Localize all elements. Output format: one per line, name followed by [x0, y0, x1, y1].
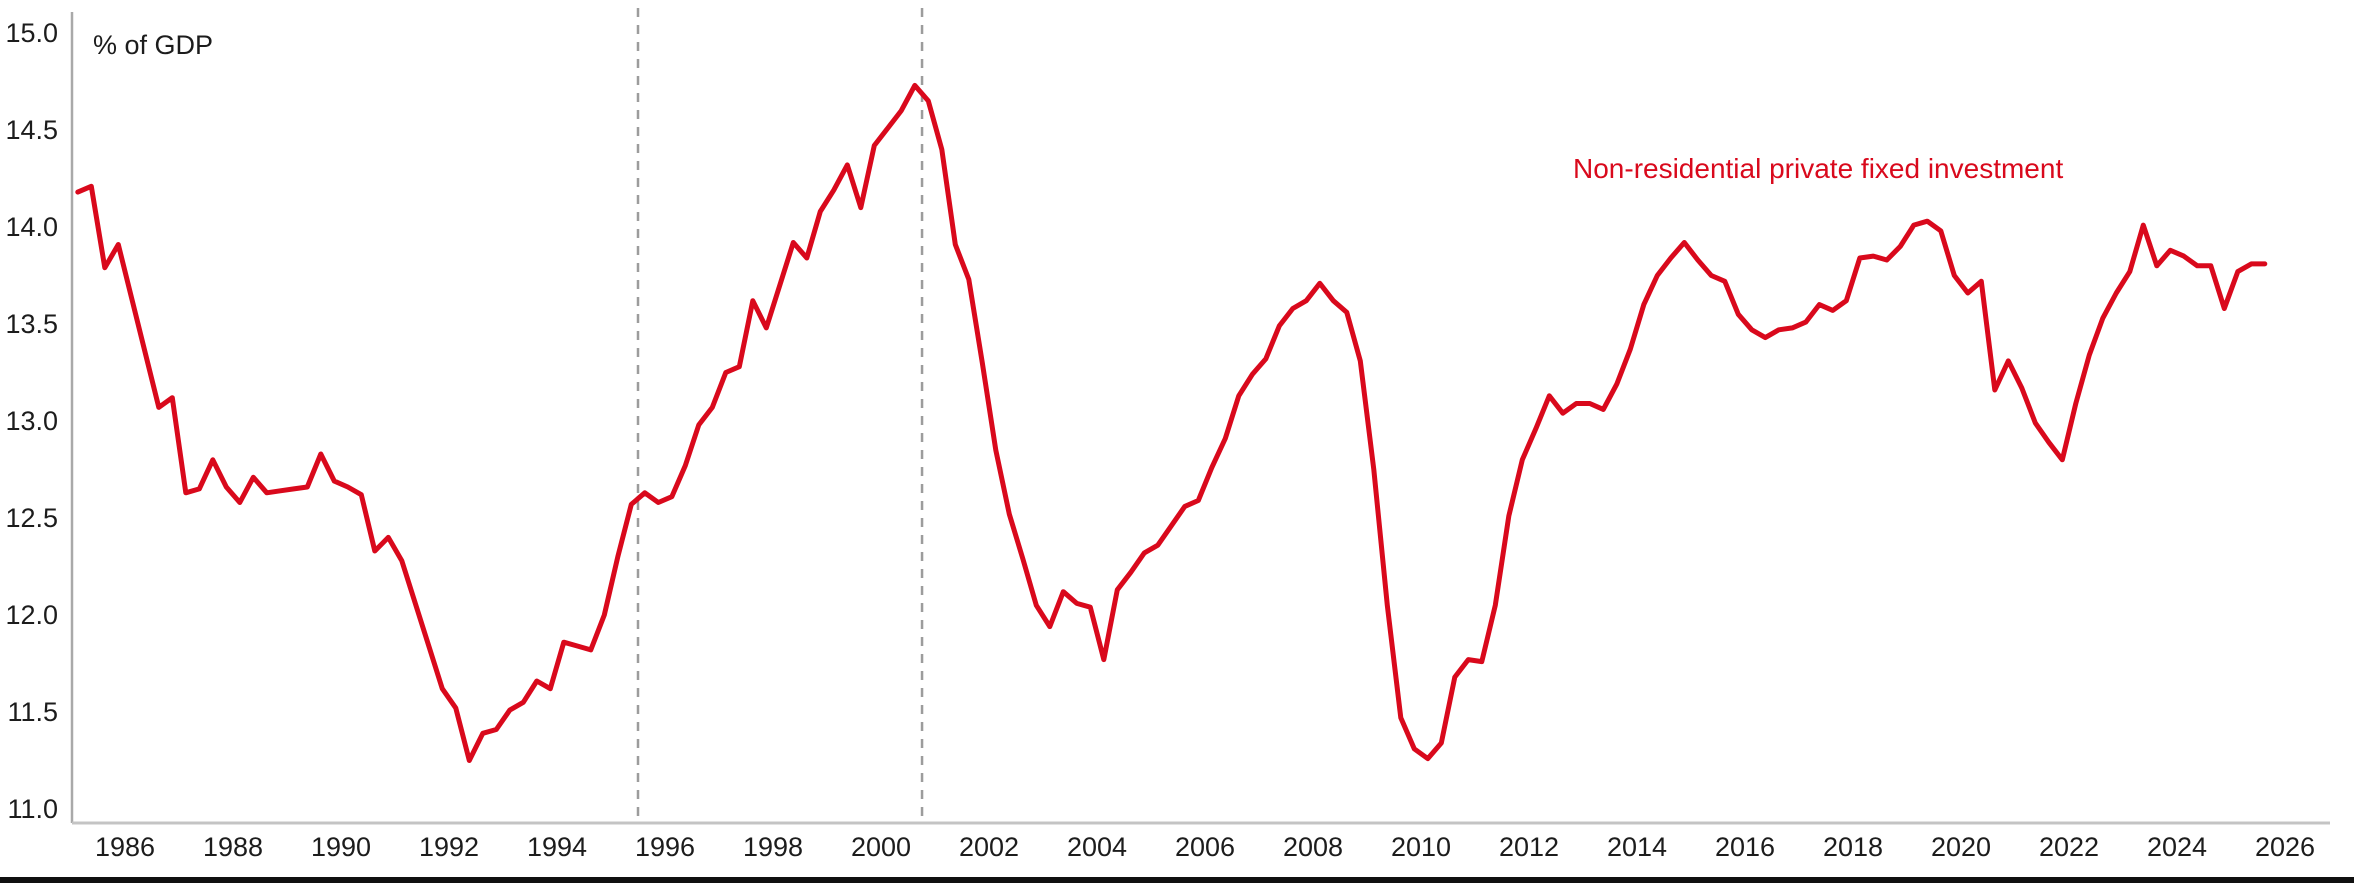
- x-tick-label: 2022: [2039, 832, 2099, 862]
- x-tick-label: 1996: [635, 832, 695, 862]
- x-tick-label: 2012: [1499, 832, 1559, 862]
- x-tick-label: 2024: [2147, 832, 2207, 862]
- x-tick-label: 2004: [1067, 832, 1127, 862]
- bottom-divider: [0, 877, 2354, 883]
- y-tick-label: 14.0: [5, 212, 58, 242]
- x-tick-label: 1998: [743, 832, 803, 862]
- x-tick-label: 2026: [2255, 832, 2315, 862]
- y-tick-label: 14.5: [5, 115, 58, 145]
- data-line: [75, 82, 2268, 763]
- y-tick-label: 13.5: [5, 309, 58, 339]
- x-tick-label: 2000: [851, 832, 911, 862]
- x-tick-label: 2002: [959, 832, 1019, 862]
- y-tick-label: 12.0: [5, 600, 58, 630]
- x-tick-label: 1988: [203, 832, 263, 862]
- y-tick-label: 15.0: [5, 18, 58, 48]
- y-tick-label: 11.0: [7, 794, 58, 824]
- x-tick-label: 2020: [1931, 832, 1991, 862]
- y-tick-label: 11.5: [7, 697, 58, 727]
- x-tick-label: 1994: [527, 832, 587, 862]
- y-axis-title: % of GDP: [93, 30, 214, 60]
- x-tick-label: 2014: [1607, 832, 1667, 862]
- x-tick-label: 2008: [1283, 832, 1343, 862]
- x-tick-label: 2006: [1175, 832, 1235, 862]
- x-tick-label: 1992: [419, 832, 479, 862]
- y-tick-label: 12.5: [5, 503, 58, 533]
- x-tick-label: 1990: [311, 832, 371, 862]
- x-tick-label: 2010: [1391, 832, 1451, 862]
- x-tick-label: 2018: [1823, 832, 1883, 862]
- x-tick-label: 1986: [95, 832, 155, 862]
- series-label: Non-residential private fixed investment: [1573, 153, 2064, 184]
- x-tick-label: 2016: [1715, 832, 1775, 862]
- y-tick-label: 13.0: [5, 406, 58, 436]
